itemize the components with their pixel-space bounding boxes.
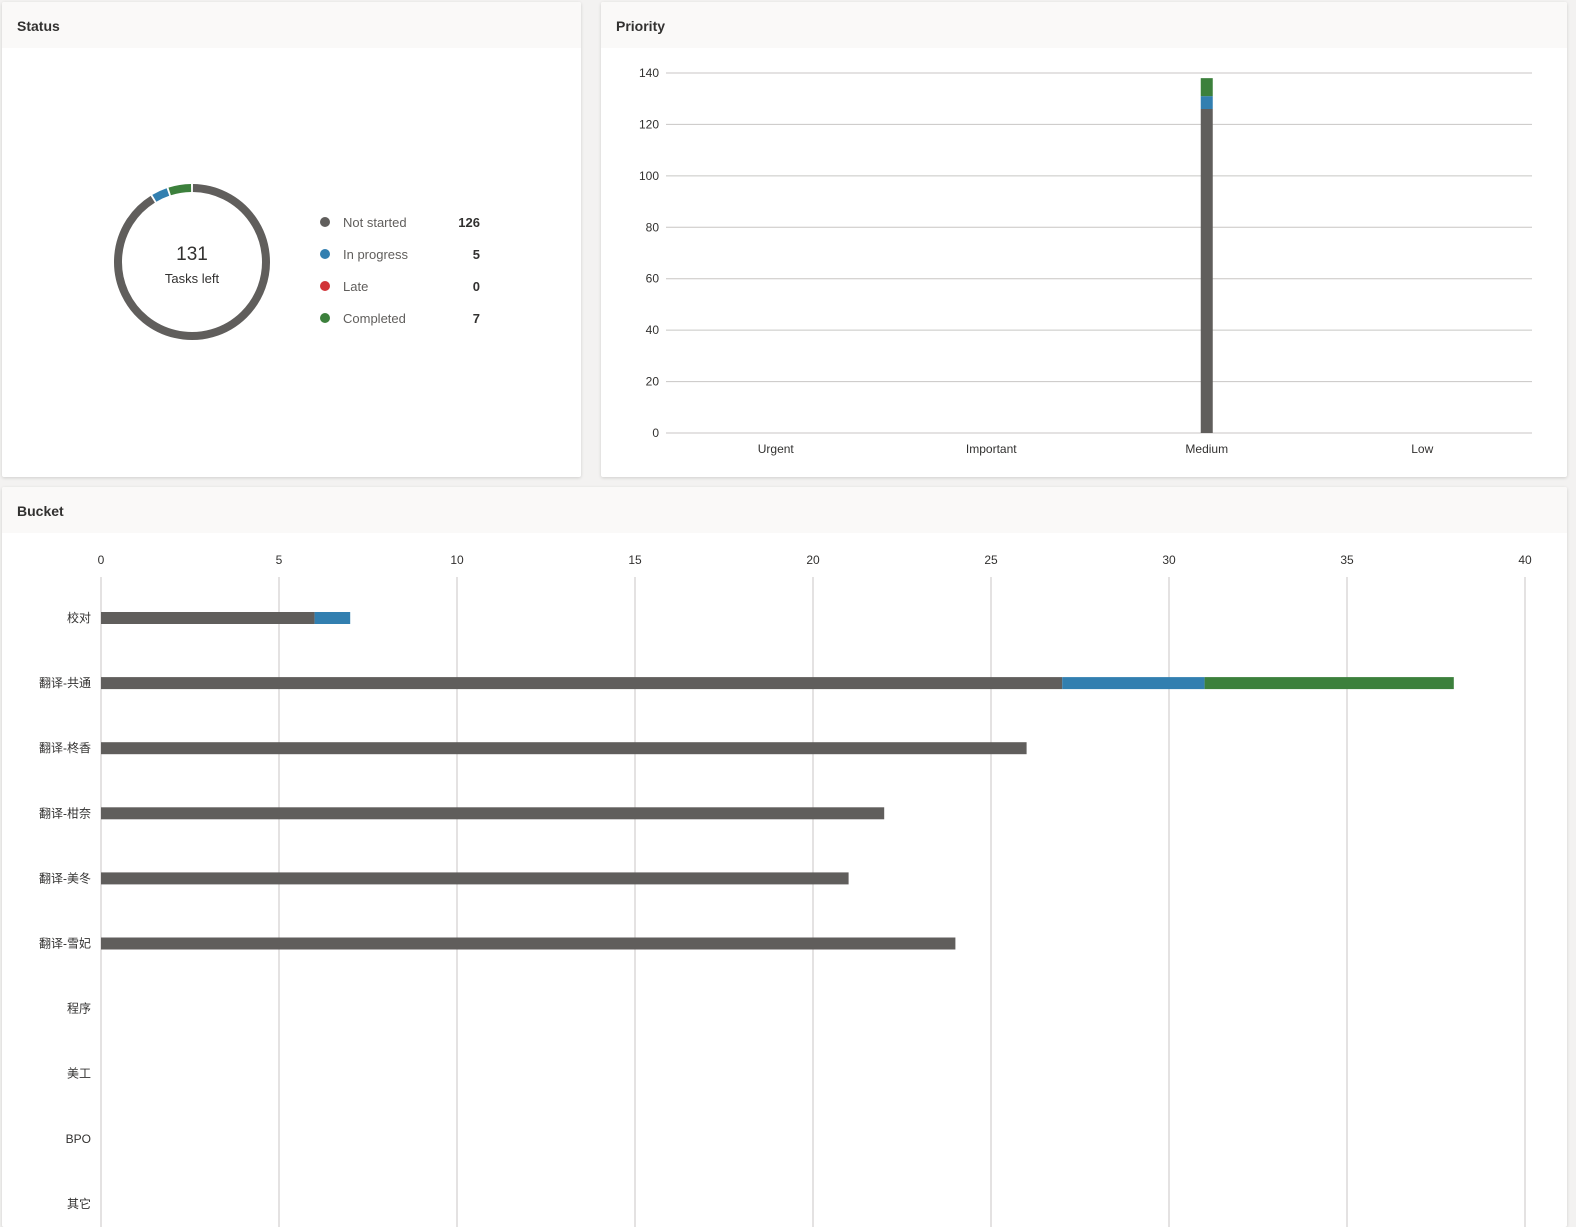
priority-chart: 0 20 40 60 80 100 120 140 Urgent Important Medium L… xyxy=(639,66,1532,456)
y-tick-label: 80 xyxy=(646,220,660,234)
x-tick-label: 35 xyxy=(1340,553,1354,567)
legend-value: 126 xyxy=(458,214,480,230)
legend-item: Late 0 xyxy=(320,270,480,302)
donut-segment-not-started xyxy=(114,184,270,340)
status-legend: Not started 126 In progress 5 Late 0 Completed… xyxy=(320,206,480,334)
legend-dot-icon xyxy=(320,217,330,227)
y-tick-label: 程序 xyxy=(67,1001,91,1016)
bar-segment xyxy=(101,742,1027,755)
y-tick-label: 60 xyxy=(646,272,660,286)
legend-label: In progress xyxy=(343,246,409,262)
priority-title: Priority xyxy=(601,2,1567,48)
bar-segment xyxy=(1204,677,1454,690)
y-tick-label: 翻译-柊香 xyxy=(39,740,91,755)
bar-segment xyxy=(1200,96,1213,109)
legend-label: Completed xyxy=(343,310,406,326)
y-tick-label: 翻译-雪妃 xyxy=(39,937,91,951)
status-panel: Status 131 Tasks left Not started 126 In p… xyxy=(2,2,581,477)
tasks-left-count: 131 xyxy=(176,244,208,265)
bar-segment xyxy=(101,937,956,950)
x-tick-label: Medium xyxy=(1185,442,1228,456)
legend-value: 5 xyxy=(472,246,480,262)
x-tick-label: 0 xyxy=(98,553,105,567)
y-tick-label: 140 xyxy=(639,66,659,80)
bar-segment xyxy=(1062,677,1205,690)
legend-value: 7 xyxy=(472,310,480,326)
bar-segment xyxy=(314,612,351,624)
bar-segment xyxy=(101,807,885,820)
bucket-chart: 0 5 10 15 20 25 30 35 40 校对翻译-共通翻译-柊香翻译-柑奈翻译-美冬翻译… xyxy=(39,553,1532,1227)
y-tick-label: BPO xyxy=(66,1132,91,1146)
x-tick-label: 30 xyxy=(1162,553,1176,567)
x-tick-label: Important xyxy=(966,442,1017,456)
x-tick-label: 15 xyxy=(628,553,642,567)
legend-dot-icon xyxy=(320,313,330,323)
donut-segment-in-progress xyxy=(152,188,170,202)
status-title: Status xyxy=(2,2,581,48)
y-tick-label: 翻译-美冬 xyxy=(39,870,91,885)
priority-panel: Priority 0 20 40 60 80 100 120 140 Urgent Importa… xyxy=(601,2,1567,477)
bucket-title: Bucket xyxy=(2,487,1567,533)
legend-label: Late xyxy=(343,278,369,294)
bar-segment xyxy=(1200,109,1213,433)
x-tick-label: 20 xyxy=(806,553,820,567)
donut-segment-completed xyxy=(168,184,192,196)
x-tick-label: Low xyxy=(1411,442,1433,456)
status-donut: 131 Tasks left xyxy=(114,184,270,340)
y-tick-label: 0 xyxy=(652,426,659,440)
tasks-left-label: Tasks left xyxy=(165,271,220,286)
legend-item: Not started 126 xyxy=(320,206,480,238)
y-tick-label: 翻译-柑奈 xyxy=(39,805,91,820)
x-tick-label: 25 xyxy=(984,553,998,567)
bar-segment xyxy=(101,612,315,624)
x-tick-label: 10 xyxy=(450,553,464,567)
legend-dot-icon xyxy=(320,281,330,291)
y-tick-label: 翻译-共通 xyxy=(39,676,91,690)
legend-item: In progress 5 xyxy=(320,238,480,270)
y-tick-label: 其它 xyxy=(67,1196,91,1211)
bar-segment xyxy=(1200,78,1213,97)
legend-item: Completed 7 xyxy=(320,302,480,334)
legend-label: Not started xyxy=(343,214,407,230)
x-tick-label: Urgent xyxy=(758,442,795,456)
y-tick-label: 40 xyxy=(646,323,660,337)
y-tick-label: 20 xyxy=(646,375,660,389)
bar-segment xyxy=(101,872,849,885)
bar-segment xyxy=(101,677,1063,690)
legend-dot-icon xyxy=(320,249,330,259)
bucket-panel: Bucket 0 5 10 15 20 25 30 35 40 校对翻译-共通翻译-柊香翻译-柑奈… xyxy=(2,487,1567,1227)
y-tick-label: 美工 xyxy=(67,1067,91,1081)
legend-value: 0 xyxy=(472,278,480,294)
y-tick-label: 100 xyxy=(639,169,659,183)
x-tick-label: 5 xyxy=(276,553,283,567)
x-tick-label: 40 xyxy=(1518,553,1532,567)
y-tick-label: 120 xyxy=(639,117,659,131)
y-tick-label: 校对 xyxy=(67,610,91,625)
